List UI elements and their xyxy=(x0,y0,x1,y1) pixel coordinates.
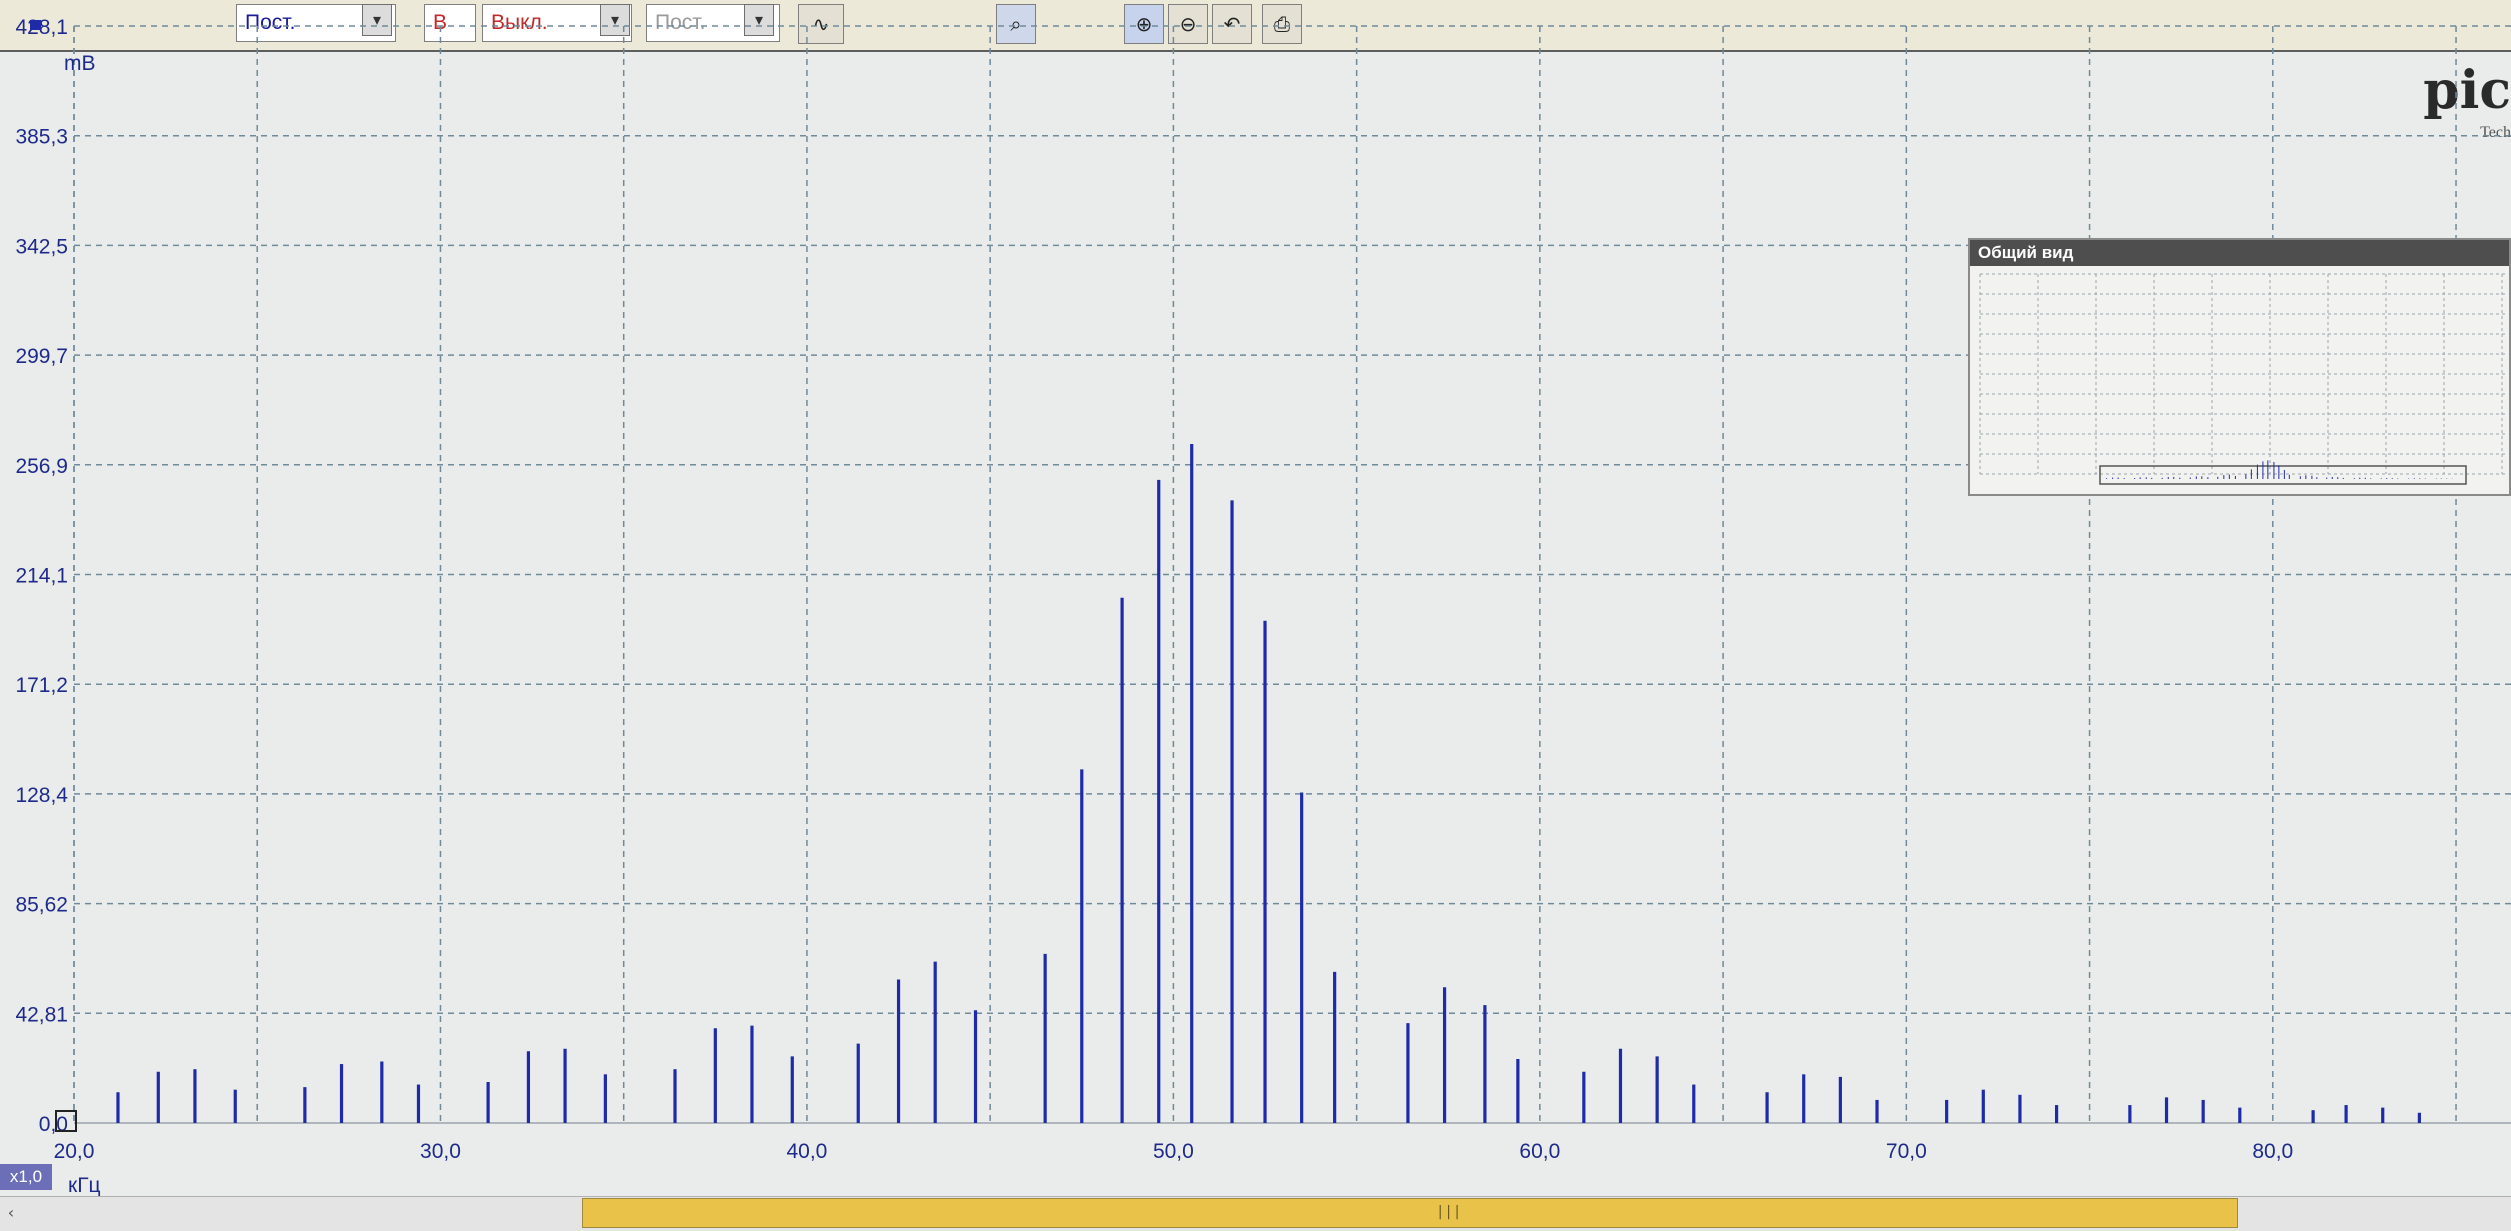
x-tick-label: 50,0 xyxy=(1153,1140,1194,1163)
y-tick-label: 171,2 xyxy=(15,674,68,697)
brand-subtitle: Tech xyxy=(2480,124,2511,141)
origin-checkbox-icon[interactable] xyxy=(55,1110,77,1132)
brand-logo-text: pic xyxy=(2423,60,2511,121)
undo-zoom-icon[interactable]: ↶ xyxy=(1212,4,1252,44)
y-tick-label: 299,7 xyxy=(15,345,68,368)
y-tick-label: 42,81 xyxy=(15,1003,68,1026)
x-tick-label: 30,0 xyxy=(420,1140,461,1163)
y-axis-marker-icon xyxy=(30,20,41,30)
y-tick-label: 0,0 xyxy=(39,1113,68,1136)
x-axis-unit: кГц xyxy=(68,1174,101,1197)
y-tick-label: 342,5 xyxy=(15,235,68,258)
y-tick-label: 256,9 xyxy=(15,455,68,478)
probe-icon[interactable]: ∿ xyxy=(798,4,844,44)
chart-grid xyxy=(73,25,2511,1124)
y-tick-label: 428,1 xyxy=(15,16,68,39)
y-tick-label: 85,62 xyxy=(15,894,68,917)
y-tick-label: 214,1 xyxy=(15,565,68,588)
scrollbar-thumb[interactable] xyxy=(582,1198,2238,1228)
coupling-1-dropdown-icon[interactable]: ▾ xyxy=(362,4,392,36)
overview-minimap[interactable] xyxy=(1970,266,2509,494)
y-tick-label: 128,4 xyxy=(15,784,68,807)
x-tick-label: 70,0 xyxy=(1886,1140,1927,1163)
zoom-in-icon[interactable]: ⊕ xyxy=(1124,4,1164,44)
overview-viewport[interactable] xyxy=(2099,465,2467,485)
y-axis-ticks: 0,0 42,81 85,62 128,4 171,2 214,1 256,9 299,7 34… xyxy=(15,16,68,1136)
overview-panel[interactable]: Общий вид xyxy=(1968,238,2511,496)
scrollbar-grip-icon: ||| xyxy=(1436,1204,1462,1220)
x-tick-label: 60,0 xyxy=(1519,1140,1560,1163)
y-axis-unit: mB xyxy=(64,52,96,75)
zoom-level-badge: x1,0 xyxy=(0,1164,52,1190)
x-tick-label: 40,0 xyxy=(786,1140,827,1163)
zoom-tool-icon[interactable]: ⌕ xyxy=(996,4,1036,44)
x-tick-label: 80,0 xyxy=(2252,1140,2293,1163)
zoom-out-icon[interactable]: ⊖ xyxy=(1168,4,1208,44)
channel-b-button[interactable]: B xyxy=(424,4,476,42)
x-tick-label: 20,0 xyxy=(54,1140,95,1163)
scroll-left-arrow-icon[interactable]: ‹ xyxy=(7,1203,15,1222)
brand-logo: pic Tech xyxy=(2415,54,2511,150)
y-tick-label: 385,3 xyxy=(15,126,68,149)
overview-title: Общий вид xyxy=(1970,240,2509,266)
spectrum-bars xyxy=(116,443,2421,1123)
print-icon[interactable]: ⎙ xyxy=(1262,4,1302,44)
x-axis-ticks: 20,0 30,0 40,0 50,0 60,0 70,0 80,0 xyxy=(54,1140,2294,1163)
channel-b-dropdown-icon[interactable]: ▾ xyxy=(600,4,630,36)
coupling-2-dropdown-icon[interactable]: ▾ xyxy=(744,4,774,36)
